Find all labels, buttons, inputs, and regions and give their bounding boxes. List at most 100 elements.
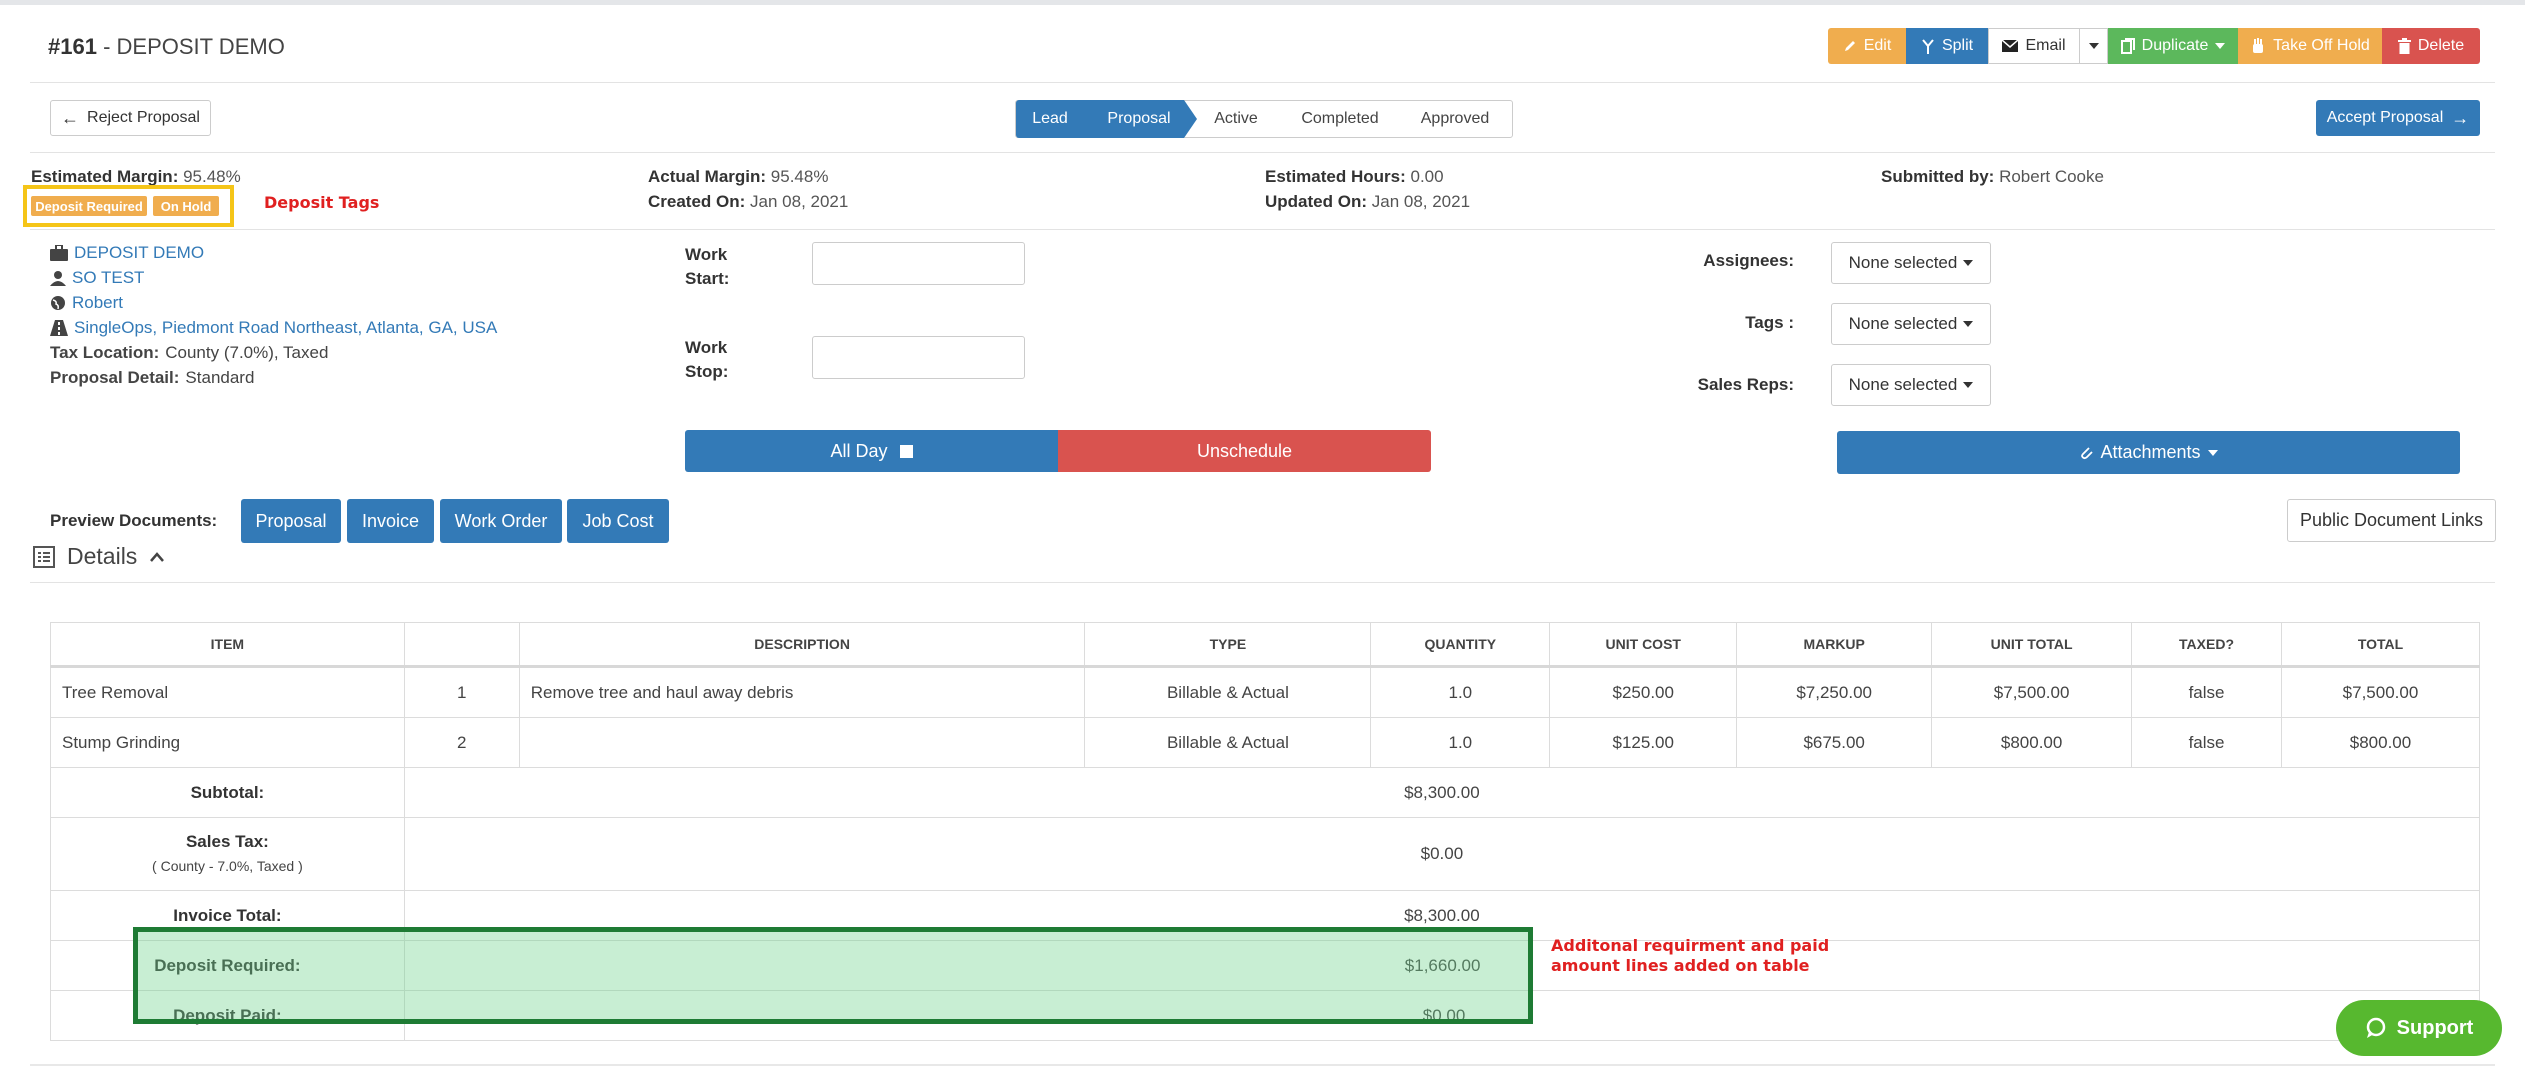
- cell-number: 1: [403, 666, 520, 718]
- title-separator: -: [96, 34, 117, 59]
- edit-button[interactable]: Edit: [1828, 28, 1906, 64]
- column-header-unit-total: UNIT TOTAL: [1931, 622, 2133, 667]
- preview-job-cost-button[interactable]: Job Cost: [567, 499, 669, 543]
- proposal-name: DEPOSIT DEMO: [116, 34, 285, 59]
- column-header-taxed: TAXED?: [2131, 622, 2282, 667]
- divider: [30, 82, 2495, 83]
- job-link-row: DEPOSIT DEMO: [50, 243, 204, 263]
- attachments-button[interactable]: Attachments: [1837, 431, 2460, 474]
- arrow-left-icon: ←: [61, 107, 80, 128]
- tax-location-value: County (7.0%), Taxed: [165, 343, 329, 362]
- divider: [30, 582, 2495, 583]
- email-label: Email: [2025, 37, 2066, 54]
- cell-taxed: false: [2131, 717, 2282, 768]
- cell-item: Tree Removal: [50, 666, 405, 718]
- accept-proposal-button[interactable]: Accept Proposal →: [2316, 100, 2480, 136]
- annotation-line-1: Additonal requirment and paid: [1551, 936, 1830, 955]
- delete-button[interactable]: Delete: [2382, 28, 2480, 64]
- address-link[interactable]: SingleOps, Piedmont Road Northeast, Atla…: [74, 318, 498, 337]
- updated-on-value: Jan 08, 2021: [1371, 192, 1471, 211]
- page-title: #161 - DEPOSIT DEMO: [48, 34, 285, 60]
- support-label: Support: [2396, 1016, 2474, 1039]
- paperclip-icon: [2081, 446, 2094, 459]
- estimated-hours-label: Estimated Hours:: [1265, 167, 1406, 186]
- unschedule-button[interactable]: Unschedule: [1058, 430, 1431, 472]
- all-day-checkbox[interactable]: [899, 444, 913, 458]
- details-toggle[interactable]: Details: [33, 543, 165, 570]
- preview-proposal-label: Proposal: [255, 510, 327, 531]
- estimated-margin-label: Estimated Margin:: [31, 167, 179, 186]
- created-on-label: Created On:: [648, 192, 746, 211]
- duplicate-button[interactable]: Duplicate: [2108, 28, 2238, 64]
- tag-deposit-required: Deposit Required: [31, 196, 147, 216]
- unschedule-label: Unschedule: [1196, 440, 1293, 461]
- cell-quantity: 1.0: [1370, 666, 1551, 718]
- table-row[interactable]: Stump Grinding 2 Billable & Actual 1.0 $…: [50, 717, 2480, 768]
- take-off-hold-label: Take Off Hold: [2273, 37, 2370, 54]
- public-document-links-label: Public Document Links: [2299, 510, 2484, 530]
- divider: [30, 152, 2495, 153]
- deposit-rows-highlight: [133, 927, 1533, 1024]
- stage-proposal[interactable]: Proposal: [1084, 100, 1194, 138]
- created-on-value: Jan 08, 2021: [750, 192, 849, 211]
- deposit-lines-annotation: Additonal requirment and paid amount lin…: [1551, 936, 1829, 976]
- cell-quantity: 1.0: [1370, 717, 1551, 768]
- sales-reps-select-value: None selected: [1848, 375, 1958, 394]
- email-dropdown-toggle[interactable]: [2080, 28, 2108, 64]
- chevron-down-icon: [1963, 260, 1974, 266]
- customer-link-row: SO TEST: [50, 268, 144, 288]
- preview-proposal-button[interactable]: Proposal: [241, 499, 341, 543]
- sales-tax-label-cell: Sales Tax: ( County - 7.0%, Taxed ): [50, 817, 405, 891]
- stage-active[interactable]: Active: [1200, 100, 1272, 138]
- cell-unit-total: $7,500.00: [1931, 666, 2133, 718]
- contact-link[interactable]: Robert: [72, 293, 124, 312]
- tags-select[interactable]: None selected: [1831, 303, 1991, 345]
- split-button[interactable]: Split: [1906, 28, 1988, 64]
- job-link[interactable]: DEPOSIT DEMO: [74, 243, 205, 262]
- estimated-hours-value: 0.00: [1410, 167, 1444, 186]
- tag-on-hold: On Hold: [153, 196, 219, 216]
- work-stop-input[interactable]: [812, 336, 1025, 379]
- all-day-toggle[interactable]: All Day: [685, 430, 1058, 472]
- support-button[interactable]: Support: [2336, 1000, 2502, 1056]
- estimated-hours: Estimated Hours: 0.00: [1265, 167, 1444, 187]
- work-start-label-line2: Start:: [685, 269, 730, 288]
- work-stop-label: Work Stop:: [685, 336, 728, 384]
- reject-proposal-button[interactable]: ← Reject Proposal: [50, 100, 211, 136]
- stage-completed[interactable]: Completed: [1290, 100, 1390, 138]
- stage-completed-label: Completed: [1301, 110, 1379, 127]
- accept-label: Accept Proposal: [2326, 109, 2444, 126]
- cell-total: $7,500.00: [2281, 666, 2480, 718]
- preview-job-cost-label: Job Cost: [582, 510, 654, 531]
- take-off-hold-button[interactable]: Take Off Hold: [2238, 28, 2382, 64]
- table-row[interactable]: Tree Removal 1 Remove tree and haul away…: [50, 666, 2480, 718]
- chat-icon: [2366, 1017, 2385, 1038]
- deposit-paid-label: Deposit Paid:: [50, 990, 405, 1041]
- work-start-label: Work Start:: [685, 243, 729, 291]
- column-header-quantity: QUANTITY: [1370, 622, 1551, 667]
- cell-item: Stump Grinding: [50, 717, 405, 768]
- preview-work-order-button[interactable]: Work Order: [440, 499, 562, 543]
- column-header-unit-cost: UNIT COST: [1549, 622, 1738, 667]
- sales-reps-select[interactable]: None selected: [1831, 364, 1991, 406]
- globe-icon: [51, 296, 65, 310]
- customer-link[interactable]: SO TEST: [72, 268, 145, 287]
- split-label: Split: [1941, 37, 1974, 54]
- all-day-label: All Day: [830, 440, 888, 461]
- assignees-select[interactable]: None selected: [1831, 242, 1991, 284]
- assignees-label: Assignees:: [1703, 251, 1794, 270]
- envelope-icon: [2002, 40, 2019, 52]
- sales-tax-note: ( County - 7.0%, Taxed ): [152, 858, 303, 874]
- email-button[interactable]: Email: [1988, 28, 2080, 64]
- edit-label: Edit: [1863, 37, 1892, 54]
- user-icon: [50, 271, 66, 286]
- stage-lead[interactable]: Lead: [1016, 100, 1084, 138]
- work-start-input[interactable]: [812, 242, 1025, 285]
- trash-icon: [2397, 38, 2411, 54]
- preview-invoice-button[interactable]: Invoice: [347, 499, 434, 543]
- public-document-links-button[interactable]: Public Document Links: [2287, 499, 2496, 542]
- work-stop-label-line2: Stop:: [685, 362, 729, 381]
- preview-documents-label: Preview Documents:: [50, 511, 218, 530]
- stage-approved[interactable]: Approved: [1405, 100, 1505, 138]
- cell-type: Billable & Actual: [1084, 666, 1372, 718]
